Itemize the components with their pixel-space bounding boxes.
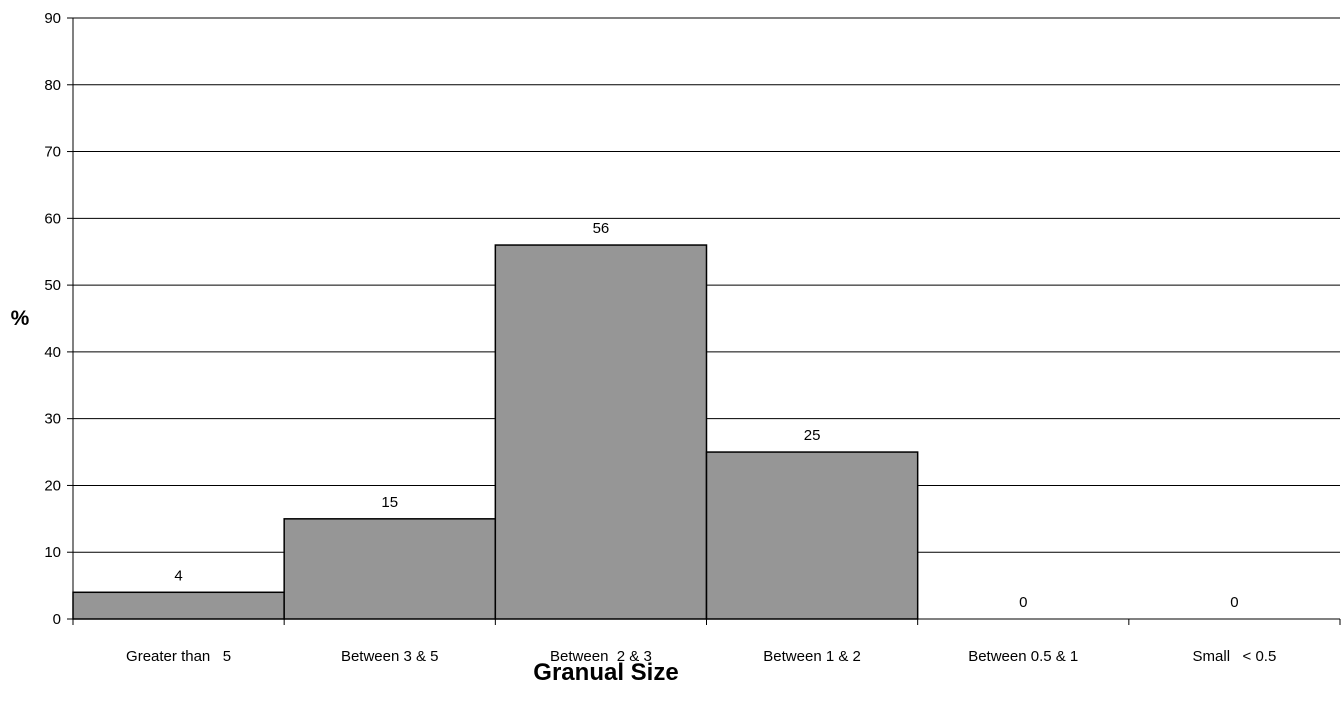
y-tick-label: 50 (44, 277, 61, 294)
y-tick-label: 20 (44, 477, 61, 494)
y-tick-label: 0 (53, 611, 61, 628)
bar (72, 591, 285, 620)
data-label: 0 (1230, 594, 1238, 611)
data-label: 56 (593, 220, 610, 237)
data-label: 15 (381, 494, 398, 511)
data-label: 25 (804, 427, 821, 444)
data-labels: 4 15 56 25 0 0 (174, 220, 1238, 611)
y-tick-label: 80 (44, 77, 61, 94)
bar (494, 244, 708, 620)
y-tick-label: 40 (44, 344, 61, 361)
x-tick-label: Greater than 5 (126, 648, 231, 665)
y-tick-label: 60 (44, 210, 61, 227)
y-axis-ticks: 0 10 20 30 40 50 60 70 80 90 (44, 10, 73, 628)
data-label: 4 (174, 567, 182, 584)
bar (705, 451, 919, 620)
y-axis-title: % (11, 307, 30, 330)
axes (72, 18, 1340, 620)
x-tick-label: Small < 0.5 (1193, 648, 1277, 665)
x-tick-label: Between 2 & 3 (550, 648, 652, 665)
y-tick-label: 10 (44, 544, 61, 561)
x-axis-title: Granual Size (533, 659, 678, 686)
bars (72, 244, 919, 620)
y-tick-label: 70 (44, 144, 61, 161)
x-tick-label: Between 0.5 & 1 (968, 648, 1078, 665)
x-tick-label: Between 1 & 2 (763, 648, 861, 665)
y-tick-label: 30 (44, 411, 61, 428)
x-tick-label: Between 3 & 5 (341, 648, 439, 665)
y-tick-label: 90 (44, 10, 61, 27)
bar (283, 518, 497, 620)
x-axis-ticks: Greater than 5 Between 3 & 5 Between 2 & 3… (72, 619, 1341, 665)
data-label: 0 (1019, 594, 1027, 611)
